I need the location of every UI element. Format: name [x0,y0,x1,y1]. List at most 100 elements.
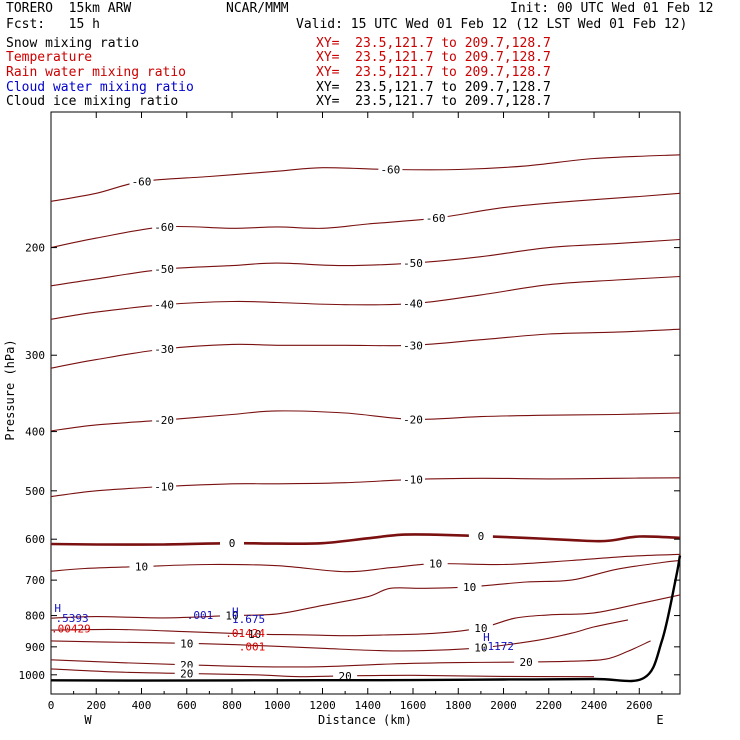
contour-label-10-1: 10 [474,622,487,635]
contour-label-4-0: -30 [154,343,174,356]
init-time: Init: 00 UTC Wed 01 Feb 12 [510,1,714,16]
legend-xy-snow: XY= 23.5,121.7 to 209.7,128.7 [316,36,551,51]
contour-label-bg-12-1 [514,656,539,669]
contour-label-8-1: 10 [429,558,442,571]
temperature-contour-0 [50,192,681,249]
contour-label-6-1: -10 [403,473,423,486]
x-tick-label-9: 1800 [445,699,472,712]
contour-label-11-1: 10 [474,642,487,655]
x-axis-east-label: E [656,713,663,727]
contour-label-11-0: 10 [180,637,193,650]
y-tick-label-2: 400 [25,426,45,439]
legend-xy-cloud-water: XY= 23.5,121.7 to 209.7,128.7 [316,80,551,95]
cloud-water-label-4: 1.675 [232,613,265,626]
rain-label-1: .01424 [225,627,265,640]
contour-label-0-1: -60 [426,212,446,225]
contour-label-bg-1-1 [378,163,403,176]
y-tick-label-1: 300 [25,349,45,362]
legend-label-rain: Rain water mixing ratio [6,65,187,80]
y-tick-label-4: 600 [25,533,45,546]
x-tick-label-0: 0 [48,699,55,712]
y-tick-label-5: 700 [25,574,45,587]
x-tick-label-10: 2000 [490,699,517,712]
contour-label-1-0: -60 [132,176,152,189]
contour-label-7-0: 0 [229,537,236,550]
cloud-water-label-5: H [483,631,490,644]
x-tick-label-12: 2400 [581,699,608,712]
contour-label-bg-7-1 [468,530,493,543]
x-axis-west-label: W [84,713,92,727]
rain-label-2: .001 [239,641,266,654]
model-title: TORERO 15km ARW [6,1,132,16]
contour-label-bg-1-0 [129,175,154,188]
contour-label-bg-2-1 [401,257,426,270]
contour-label-bg-9-1 [457,580,482,593]
temperature-contour-7 [50,533,681,546]
legend-xy-rain: XY= 23.5,121.7 to 209.7,128.7 [316,65,551,80]
y-tick-label-0: 200 [25,242,45,255]
contour-label-6-0: -10 [154,481,174,494]
terrain-line [50,555,682,683]
contour-label-bg-4-1 [401,339,426,352]
y-tick-label-6: 800 [25,610,45,623]
forecast-hour: Fcst: 15 h [6,17,100,32]
contour-label-12-1: 20 [520,656,533,669]
contour-label-bg-13-1 [333,669,358,682]
temperature-contour-6 [50,477,681,498]
contour-label-bg-10-0 [242,628,267,641]
contour-label-bg-0-0 [152,220,177,233]
cloud-water-label-6: .1172 [481,640,514,653]
legend-label-snow: Snow mixing ratio [6,36,140,51]
contour-label-bg-9-0 [220,609,245,622]
valid-time: Valid: 15 UTC Wed 01 Feb 12 (12 LST Wed … [296,17,688,32]
contour-label-7-1: 0 [478,530,485,543]
contour-label-bg-7-0 [220,537,245,550]
legend-label-cloud-ice: Cloud ice mixing ratio [6,94,179,109]
temperature-contour-9 [50,559,681,619]
x-tick-label-5: 1000 [264,699,291,712]
contour-label-bg-0-1 [423,212,448,225]
contour-label-5-0: -20 [154,414,174,427]
legend-label-temperature: Temperature [6,50,93,65]
contour-label-3-0: -40 [154,299,174,312]
contour-label-3-1: -40 [403,298,423,311]
y-tick-label-7: 900 [25,641,45,654]
x-axis-title: Distance (km) [318,713,412,727]
x-tick-label-11: 2200 [536,699,563,712]
contour-label-bg-11-0 [174,637,199,650]
temperature-contour-2 [50,238,681,287]
contour-label-1-1: -60 [380,163,400,176]
temperature-contour-12 [50,640,651,668]
contour-label-8-0: 10 [135,561,148,574]
x-tick-label-7: 1400 [355,699,382,712]
y-tick-label-3: 500 [25,485,45,498]
contour-label-2-0: -50 [154,263,174,276]
rain-label-0: .00429 [51,622,91,635]
x-tick-label-13: 2600 [626,699,653,712]
contour-label-bg-8-1 [423,557,448,570]
temperature-contour-10 [50,594,681,637]
legend-xy-cloud-ice: XY= 23.5,121.7 to 209.7,128.7 [316,94,551,109]
legend-xy-temperature: XY= 23.5,121.7 to 209.7,128.7 [316,50,551,65]
x-tick-label-3: 600 [177,699,197,712]
x-tick-label-4: 800 [222,699,242,712]
temperature-contour-13 [50,668,595,678]
y-axis-title: Pressure (hPa) [3,339,17,440]
contour-label-9-1: 10 [463,581,476,594]
contour-label-10-0: 10 [248,628,261,641]
cloud-water-label-3: H [232,606,239,619]
contour-label-bg-5-1 [401,413,426,426]
temperature-contour-4 [50,328,681,369]
cloud-water-label-0: H [54,602,61,615]
cloud-water-label-1: .5393 [56,612,89,625]
x-tick-label-6: 1200 [309,699,336,712]
cloud-water-label-2: .001 [187,609,214,622]
contour-label-2-1: -50 [403,257,423,270]
contour-label-13-0: 20 [180,667,193,680]
contour-label-bg-8-0 [129,560,154,573]
contour-label-bg-3-0 [152,298,177,311]
contour-label-0-0: -60 [154,221,174,234]
contour-label-bg-13-0 [174,667,199,680]
